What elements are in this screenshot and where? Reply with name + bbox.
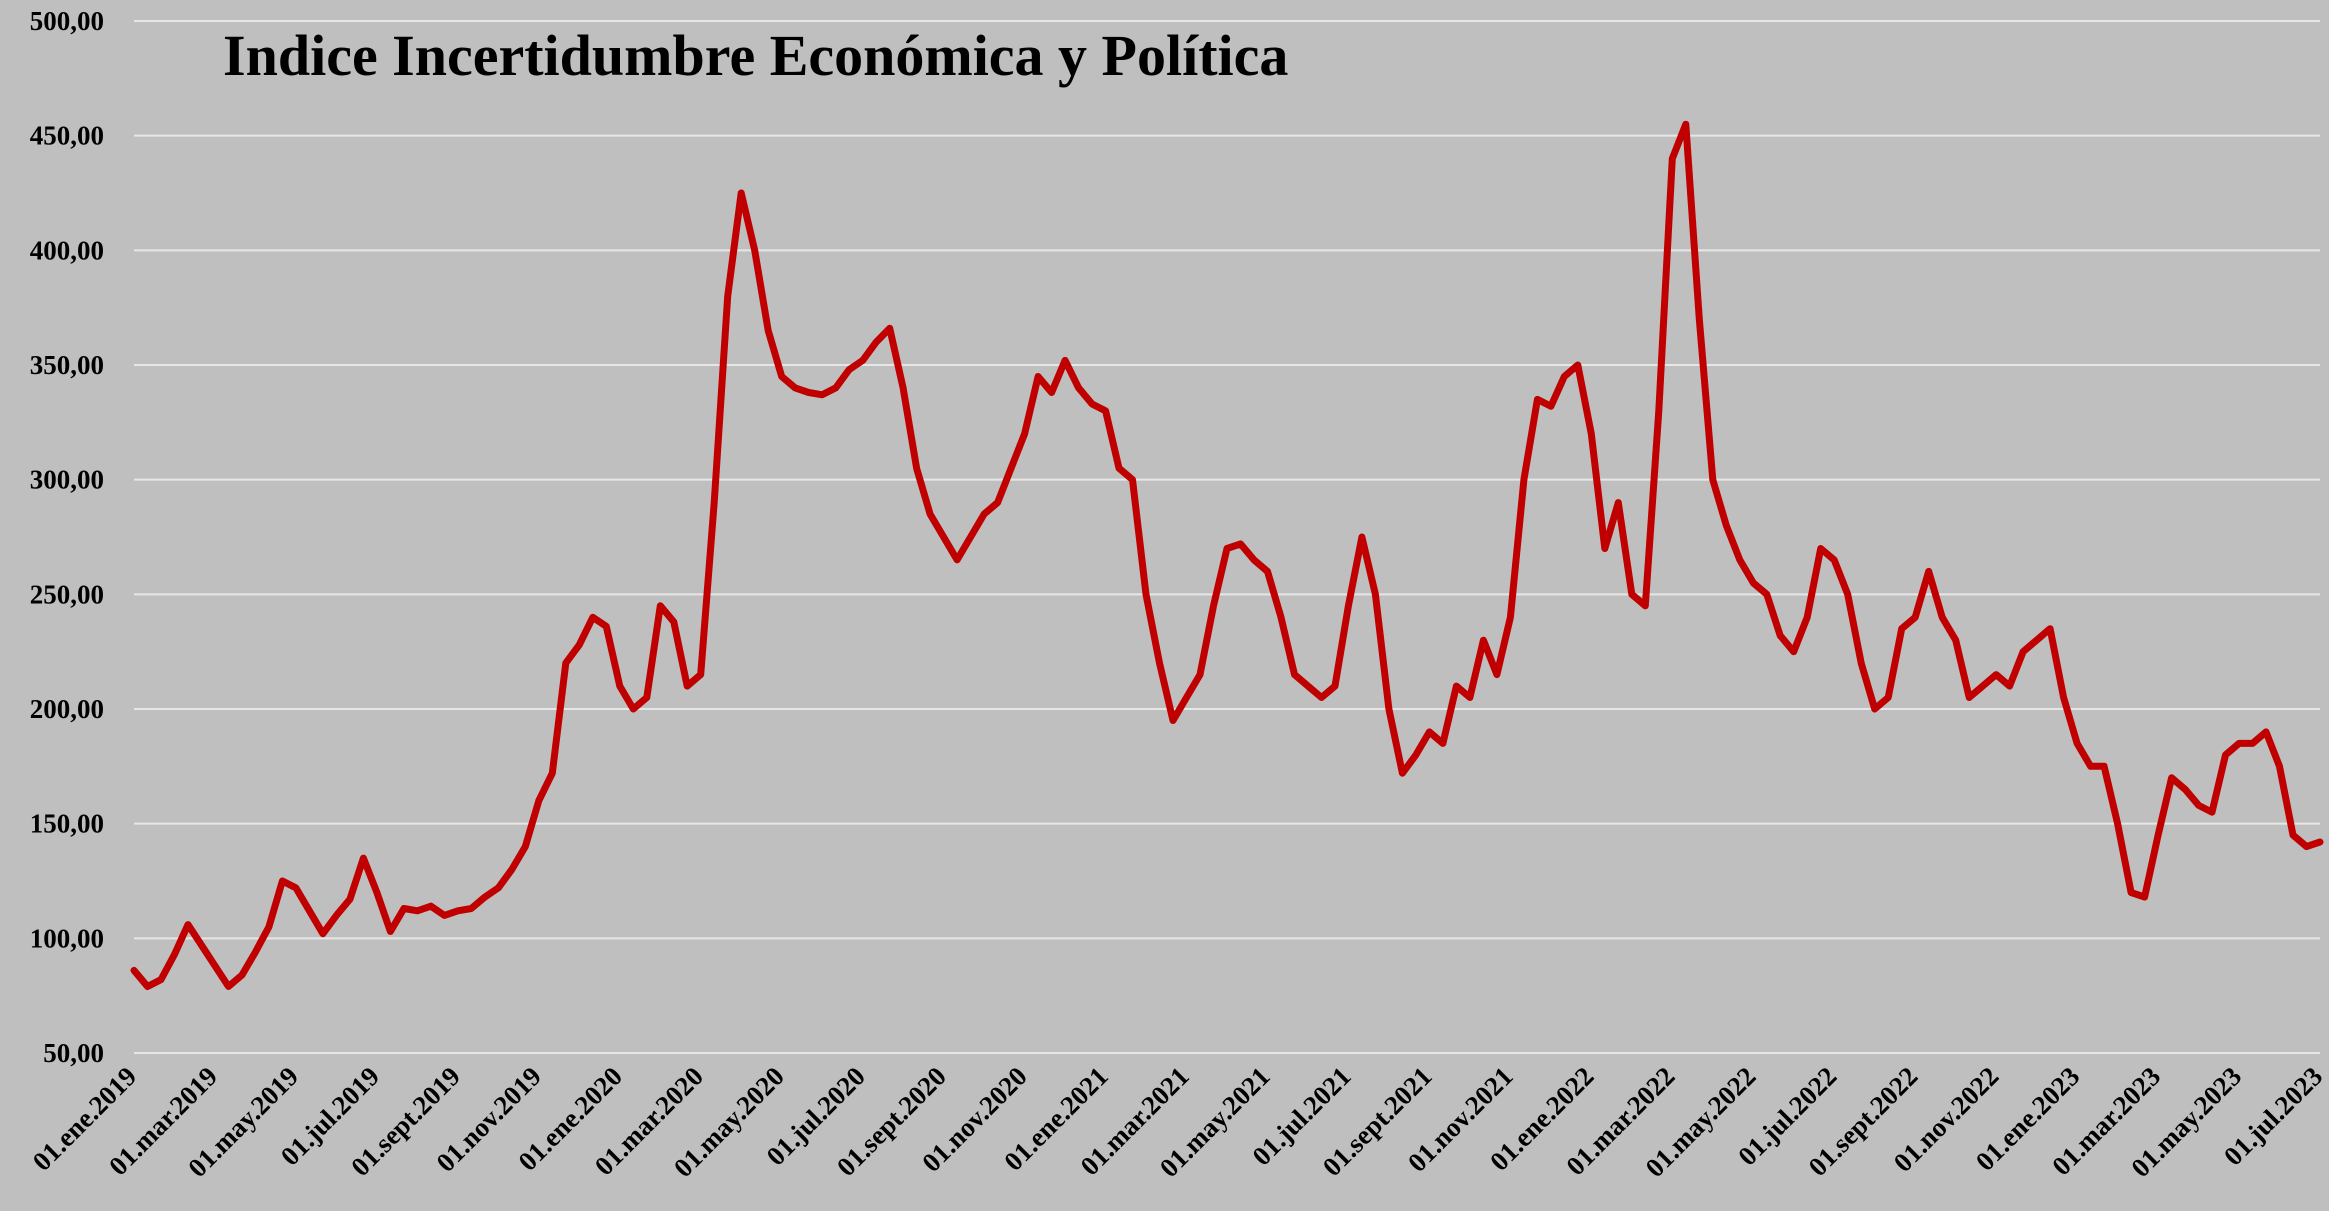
- y-tick-label: 250,00: [30, 579, 104, 609]
- y-tick-label: 350,00: [30, 350, 104, 380]
- y-tick-label: 50,00: [43, 1038, 104, 1068]
- y-tick-label: 400,00: [30, 235, 104, 265]
- y-tick-label: 150,00: [30, 809, 104, 839]
- chart-title: Indice Incertidumbre Económica y Polític…: [223, 23, 1288, 88]
- y-tick-label: 300,00: [30, 465, 104, 495]
- y-tick-label: 500,00: [30, 6, 104, 36]
- y-tick-label: 100,00: [30, 923, 104, 953]
- y-tick-label: 200,00: [30, 694, 104, 724]
- line-series: [130, 120, 2324, 990]
- y-tick-label: 450,00: [30, 121, 104, 151]
